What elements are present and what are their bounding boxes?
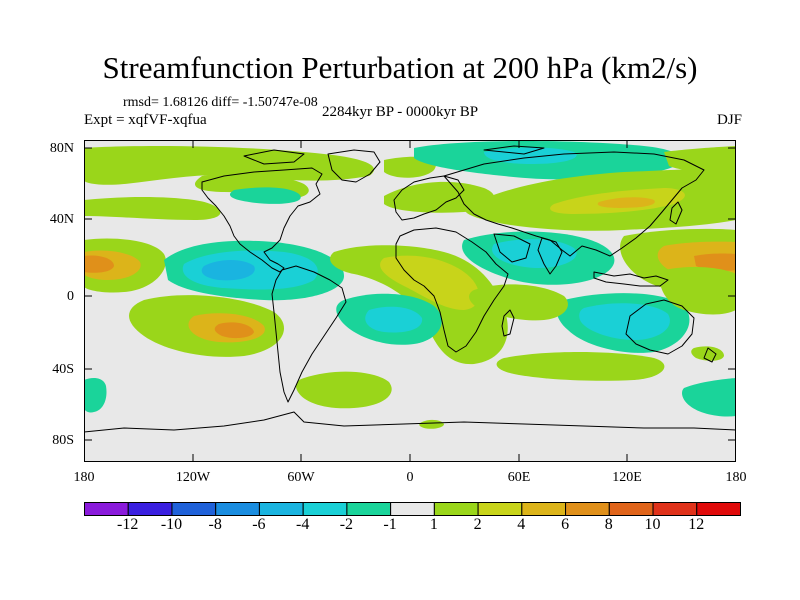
lat-ticks	[84, 147, 736, 441]
colorbar-label: 4	[517, 516, 526, 533]
colorbar-label: 1	[429, 516, 438, 533]
colorbar-swatch	[565, 502, 610, 516]
colorbar-label: -2	[339, 516, 354, 533]
colorbar-label: -12	[117, 516, 139, 533]
colorbar-swatch	[302, 502, 348, 516]
colorbar-swatch	[521, 502, 567, 516]
colorbar-label: -8	[208, 516, 222, 533]
experiment-label: Expt = xqfVF-xqfua	[84, 112, 207, 128]
contour-southern-pacific-low	[84, 378, 107, 413]
contour-na-arc-2	[84, 197, 221, 220]
contour-west-pacific-high-inner	[84, 255, 114, 273]
contour-south-atlantic-high	[296, 371, 392, 409]
coast-antarctica	[84, 411, 736, 433]
colorbar-label: 8	[604, 516, 613, 533]
colorbar-label: -1	[383, 516, 397, 533]
coast-arctic-islands	[243, 145, 545, 165]
coast-africa	[395, 227, 509, 353]
coast-arabia	[493, 233, 531, 263]
contour-south-atlantic-low-core	[365, 306, 423, 333]
colorbar	[84, 502, 741, 516]
colorbar-swatch	[215, 502, 260, 516]
contour-eurasia-low-core	[484, 147, 577, 164]
colorbar-swatch	[84, 502, 129, 516]
season-label: DJF	[716, 112, 742, 128]
contour-europe-ridge	[384, 181, 495, 213]
coast-greenland	[327, 149, 381, 183]
contour-australia-high	[660, 267, 736, 315]
coast-europe	[393, 175, 465, 221]
lon-label-60e: 60E	[507, 470, 531, 485]
contour-southern-indian-high	[496, 352, 665, 381]
colorbar-swatch	[433, 502, 479, 516]
lat-label-40n: 40N	[49, 212, 74, 227]
lon-label-0: 0	[406, 470, 414, 485]
coast-japan	[669, 201, 683, 225]
lon-label-180w: 180	[73, 470, 95, 485]
coast-australia	[625, 299, 695, 355]
coast-new-zealand	[703, 347, 717, 363]
colorbar-swatch	[477, 502, 523, 516]
colorbar-label: 10	[644, 516, 661, 533]
coastlines	[84, 145, 736, 433]
colorbar-label: -4	[296, 516, 310, 533]
coast-asia	[443, 151, 705, 257]
contour-indian-high	[469, 284, 568, 321]
lat-label-0: 0	[67, 289, 74, 304]
colorbar-swatch	[171, 502, 217, 516]
contour-east-pacific-low-core	[201, 260, 255, 281]
statistics-text: rmsd= 1.68126 diff= -1.50747e-08	[123, 95, 318, 110]
contour-west-pacific-east-inner	[694, 253, 736, 271]
lon-label-180e: 180	[725, 470, 747, 485]
colorbar-swatch	[346, 502, 392, 516]
contour-africa-high	[380, 255, 479, 310]
lon-label-60w: 60W	[287, 470, 315, 485]
contour-na-low	[229, 187, 301, 204]
colorbar-swatch	[696, 502, 741, 516]
coast-north-america	[201, 167, 323, 273]
contour-asia-ridge-inner	[597, 197, 655, 208]
contour-southern-ocean-east-low	[682, 378, 736, 417]
coast-indonesia	[593, 271, 669, 287]
streamfunction-map	[84, 140, 736, 462]
coast-south-america	[271, 265, 347, 403]
lon-label-120w: 120W	[175, 470, 211, 485]
colorbar-label: 12	[688, 516, 705, 533]
contour-indian-low-core	[579, 303, 670, 340]
contour-field	[84, 141, 736, 429]
colorbar-swatch	[652, 502, 698, 516]
colorbar-label: 2	[473, 516, 482, 533]
chart-title: Streamfunction Perturbation at 200 hPa (…	[102, 50, 698, 85]
lon-label-120e: 120E	[612, 470, 642, 485]
colorbar-swatch	[608, 502, 654, 516]
contour-antarctic-blob	[419, 419, 444, 429]
lat-label-40s: 40S	[52, 362, 74, 377]
colorbar-swatch	[127, 502, 173, 516]
time-period: 2284kyr BP - 0000kyr BP	[322, 104, 479, 120]
coast-india	[537, 237, 563, 275]
contour-asia-low-core	[492, 239, 577, 268]
lat-label-80n: 80N	[49, 141, 74, 156]
colorbar-label: -6	[252, 516, 266, 533]
lon-ticks	[192, 140, 628, 462]
colorbar-swatch	[390, 502, 435, 516]
contour-south-pacific-high-inner	[214, 322, 254, 339]
contour-pacific-high	[664, 146, 736, 172]
colorbar-swatch	[258, 502, 304, 516]
colorbar-label: 6	[561, 516, 570, 533]
contour-australia-east	[691, 346, 724, 361]
colorbar-label: -10	[160, 516, 183, 533]
coast-madagascar	[501, 309, 515, 337]
lat-label-80s: 80S	[52, 433, 74, 448]
